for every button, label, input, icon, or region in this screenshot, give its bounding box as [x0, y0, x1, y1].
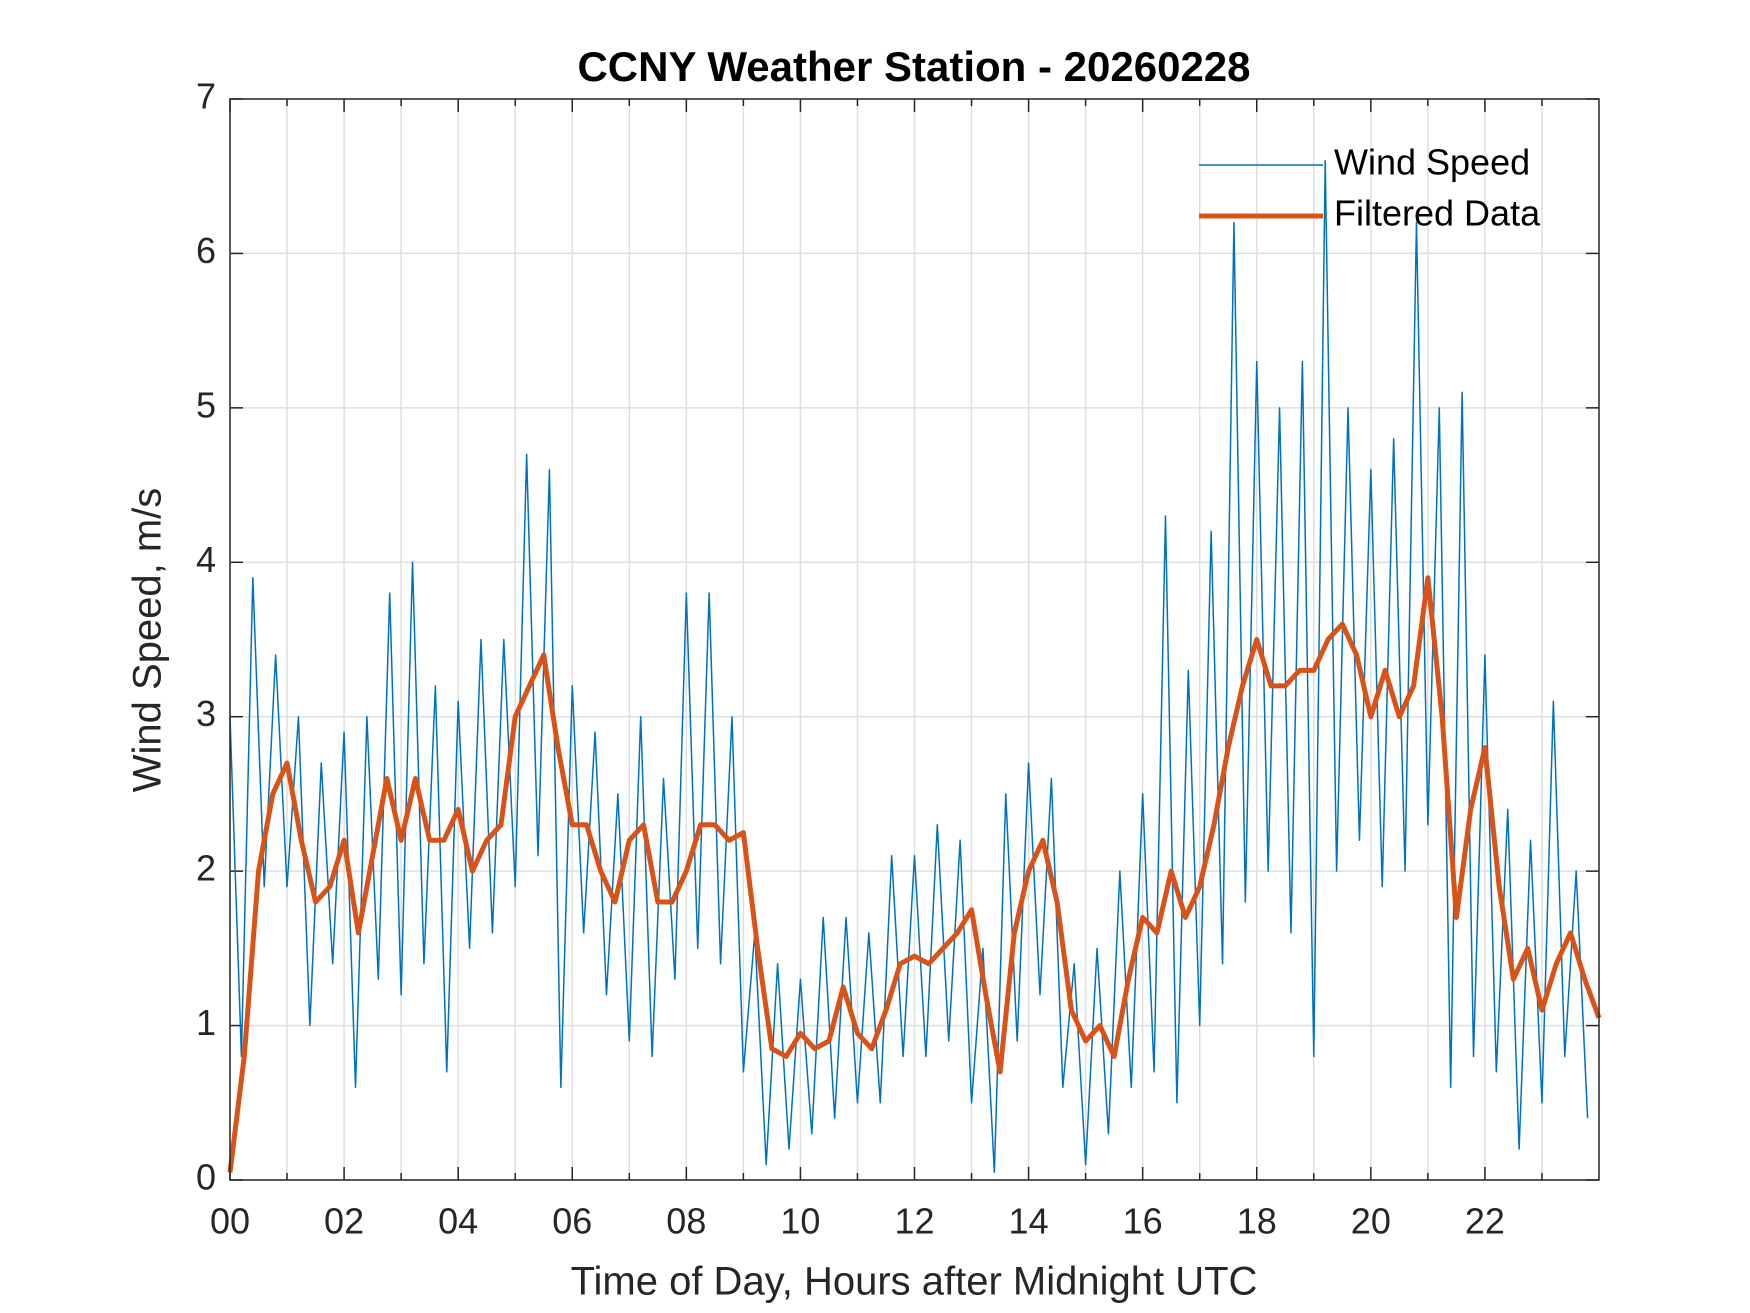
y-tick-label: 6: [196, 230, 216, 271]
y-tick-label: 0: [196, 1157, 216, 1198]
legend-label: Filtered Data: [1334, 193, 1541, 234]
x-tick-label: 20: [1351, 1201, 1391, 1242]
y-tick-label: 7: [196, 76, 216, 117]
y-tick-label: 5: [196, 384, 216, 425]
y-tick-label: 3: [196, 693, 216, 734]
x-tick-label: 22: [1465, 1201, 1505, 1242]
chart-title: CCNY Weather Station - 20260228: [577, 43, 1250, 90]
x-tick-label: 12: [894, 1201, 934, 1242]
axes-box: [229, 98, 1600, 1181]
y-axis-label: Wind Speed, m/s: [126, 488, 170, 793]
series-line: [229, 160, 1589, 1174]
x-tick-label: 16: [1123, 1201, 1163, 1242]
x-axis-label: Time of Day, Hours after Midnight UTC: [571, 1260, 1258, 1304]
x-tick-label: 18: [1237, 1201, 1277, 1242]
x-tick-label: 00: [210, 1201, 250, 1242]
x-tick-label: 14: [1009, 1201, 1049, 1242]
x-tick-label: 02: [324, 1201, 364, 1242]
y-tick-label: 4: [196, 539, 216, 580]
x-tick-label: 10: [780, 1201, 820, 1242]
series-line: [227, 575, 1602, 1173]
x-tick-label: 04: [438, 1201, 478, 1242]
x-tick-label: 06: [552, 1201, 592, 1242]
y-tick-label: 1: [196, 1002, 216, 1043]
legend-label: Wind Speed: [1334, 142, 1530, 183]
y-tick-label: 2: [196, 848, 216, 889]
x-tick-label: 08: [666, 1201, 706, 1242]
